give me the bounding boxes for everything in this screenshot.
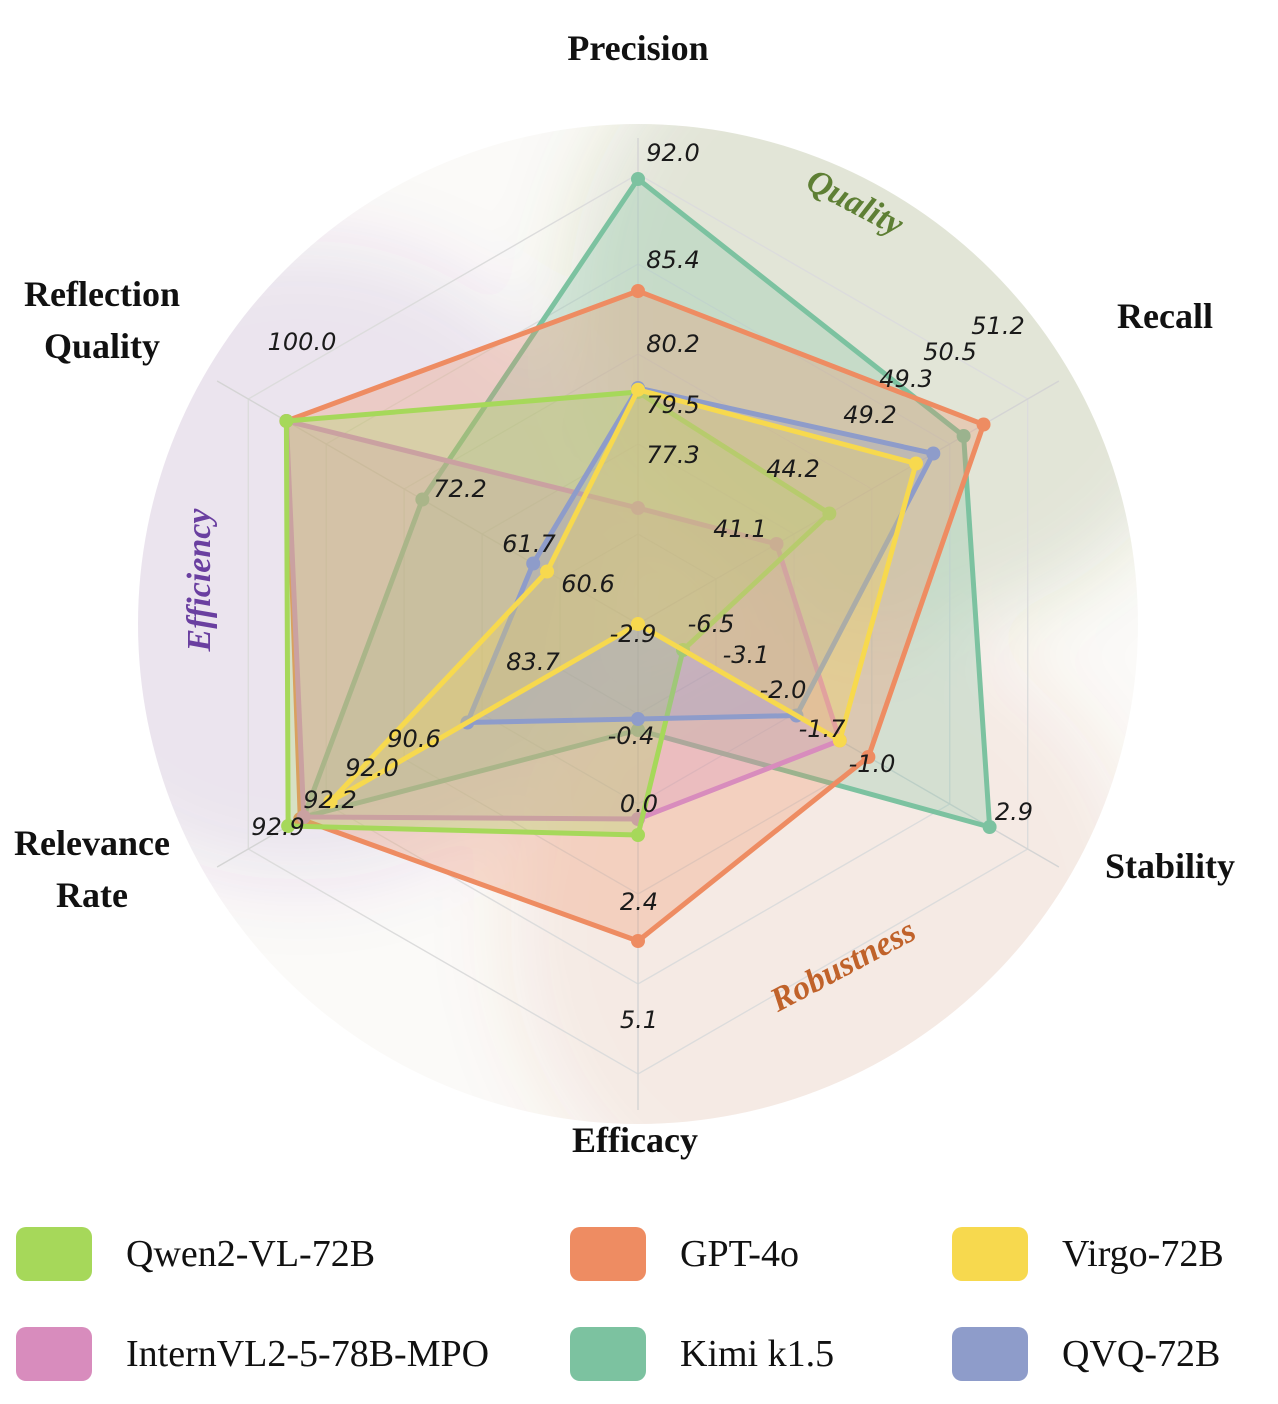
data-point [631,382,645,397]
data-point [415,492,430,507]
series-layer [279,172,997,948]
axis-title-relevance-rate: Relevance Rate [14,823,170,915]
value-label: 61.7 [502,530,556,558]
legend-item-qwen2-vl-72b: Qwen2-VL-72B [16,1226,375,1282]
radar-chart: 79.5 44.2 -6.5 2.4 92.9 100.0 85.4 51.2 -1.7 5.1 9… [14,28,1235,1160]
group-title-efficiency: Efficiency [181,508,218,653]
legend: Qwen2-VL-72B GPT-4o Virgo-72B InternVL2-5-7… [0,1222,1278,1392]
data-point [926,446,941,461]
value-label: -1.0 [849,750,896,778]
value-label: 49.3 [879,365,932,393]
legend-swatch [16,1227,92,1281]
legend-swatch [570,1227,646,1281]
value-label: -0.4 [608,722,655,750]
data-point [769,537,784,551]
value-label: 51.2 [971,312,1024,340]
data-point [861,750,876,764]
value-label: 41.1 [713,515,766,543]
value-label: 0.0 [620,790,658,818]
data-point [631,172,645,186]
value-label: 83.7 [506,648,560,676]
legend-label: GPT-4o [680,1233,799,1275]
value-label: -6.5 [688,610,735,638]
data-point [832,733,847,748]
value-label: 2.4 [620,888,658,916]
data-point [279,414,294,428]
legend-label: Kimi k1.5 [680,1333,835,1375]
legend-label: InternVL2-5-78B-MPO [126,1333,490,1375]
value-label: 100.0 [268,328,337,356]
data-point [631,934,645,948]
legend-label: Virgo-72B [1062,1233,1224,1275]
data-point [908,456,923,471]
data-point [540,564,555,579]
value-label: 85.4 [646,246,699,274]
data-point [631,723,645,737]
data-point [956,429,971,443]
data-point [631,617,645,631]
legend-label: QVQ-72B [1062,1333,1221,1375]
data-point [631,712,645,726]
axis-title-precision: Precision [567,28,708,68]
value-label: 44.2 [766,455,819,483]
data-point [631,501,645,515]
data-point [526,556,541,571]
series-kimi-k1-5 [296,172,997,834]
axis-title-stability: Stability [1105,846,1235,886]
legend-swatch [570,1327,646,1381]
value-label: 2.9 [995,798,1033,826]
value-label: 72.2 [433,475,486,503]
legend-item-virgo-72b: Virgo-72B [952,1226,1224,1282]
series-virgo-72b [323,382,923,809]
axis-title-reflection-quality: Reflection Quality [24,274,180,366]
value-label: 92.0 [345,754,398,782]
value-label: 77.3 [646,441,699,469]
value-label: -2.0 [760,676,807,704]
value-label: 90.6 [387,725,440,753]
value-label: 5.1 [620,1006,658,1034]
value-label: 79.5 [646,391,699,419]
value-label: -1.7 [799,715,847,743]
legend-item-gpt-4o: GPT-4o [570,1226,799,1282]
value-label: 92.9 [251,813,304,841]
value-label: 92.0 [646,139,699,167]
data-point [976,417,991,432]
value-label: -3.1 [723,641,770,669]
legend-swatch [952,1327,1028,1381]
value-label: 50.5 [923,338,976,366]
legend-item-qvq-72b: QVQ-72B [952,1326,1220,1382]
data-point [281,819,296,833]
value-labels: 79.5 44.2 -6.5 2.4 92.9 100.0 85.4 51.2 -1.7 5.1 9… [251,139,1033,1034]
legend-item-kimi-k1-5: Kimi k1.5 [570,1326,834,1382]
value-label: -2.9 [610,620,657,648]
value-label: 80.2 [646,330,699,358]
value-label: 49.2 [843,401,896,429]
data-point [822,506,837,521]
data-point [631,284,645,298]
legend-swatch [16,1327,92,1381]
data-point [323,794,338,809]
axis-title-efficacy: Efficacy [572,1120,698,1160]
legend-item-internvl2-5-78b-mpo: InternVL2-5-78B-MPO [16,1326,489,1382]
legend-swatch [952,1227,1028,1281]
value-label: 60.6 [561,570,614,598]
value-label: 92.2 [303,786,356,814]
data-point [296,810,311,824]
legend-label: Qwen2-VL-72B [126,1233,376,1275]
axis-title-recall: Recall [1117,296,1213,336]
data-point [982,820,997,834]
data-point [631,828,645,842]
